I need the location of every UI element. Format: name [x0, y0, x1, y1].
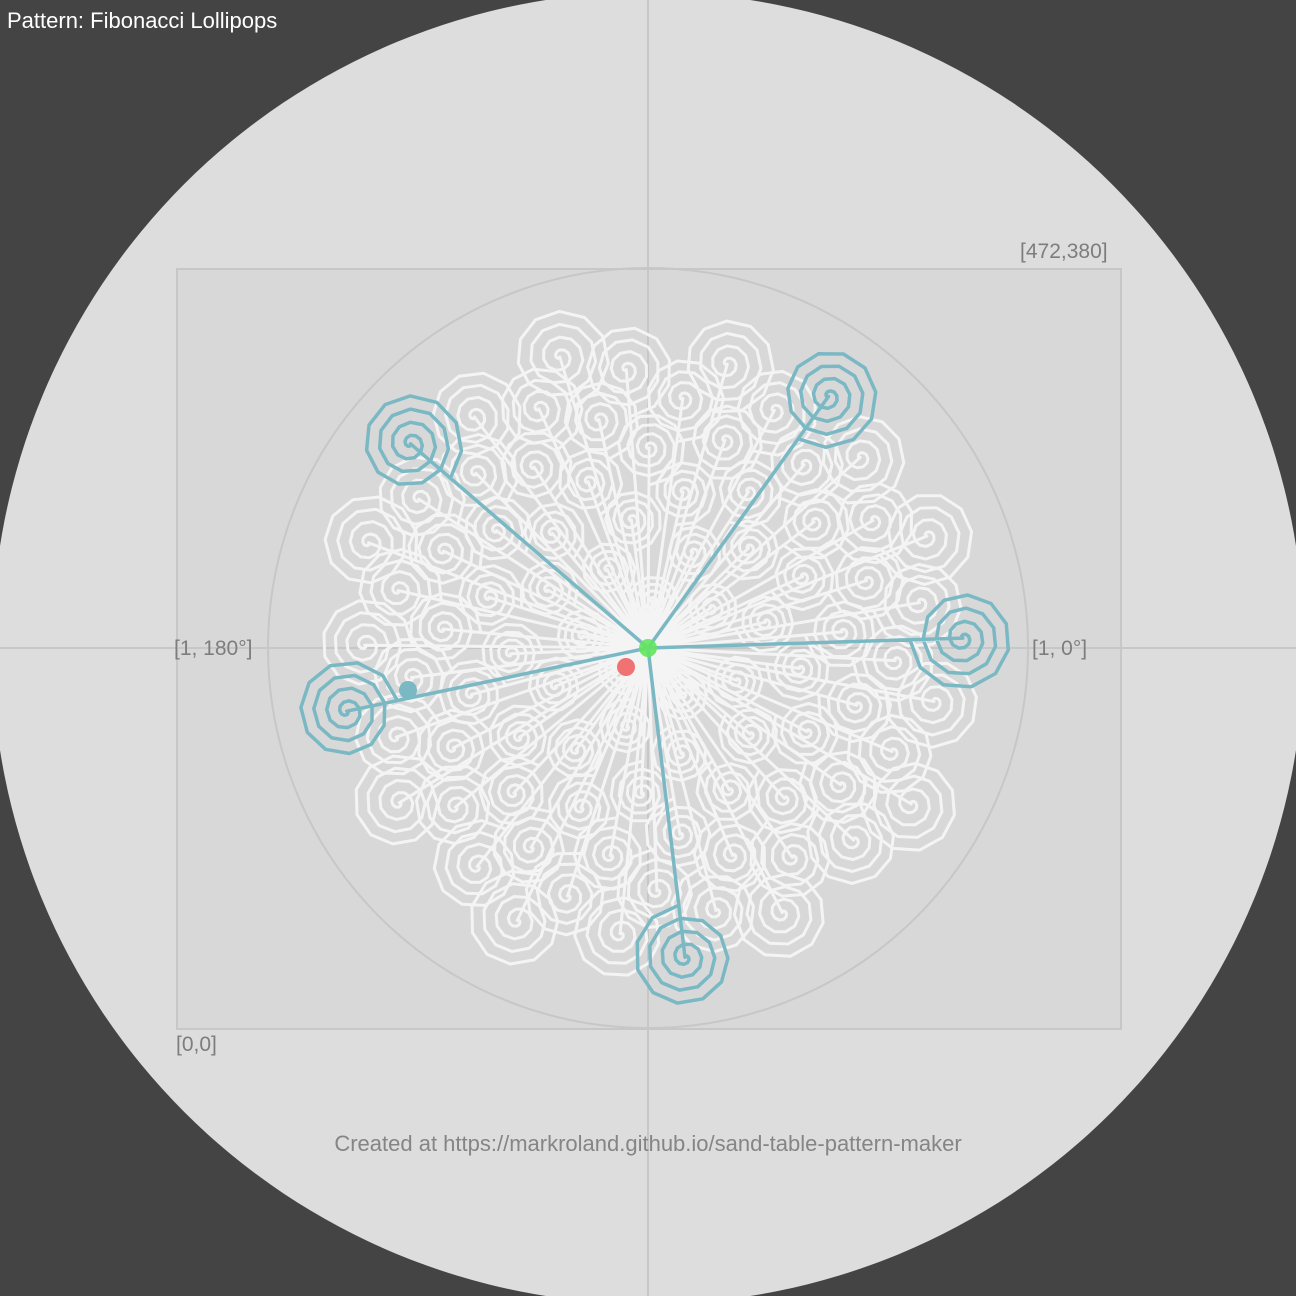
end-marker: [617, 658, 635, 676]
lollipop-trace: [647, 646, 778, 765]
lollipop-trace: [520, 561, 649, 650]
lollipop-trace: [527, 646, 649, 712]
start-marker: [639, 639, 657, 657]
lollipop-trace: [646, 647, 759, 821]
highlighted-lollipop: [364, 394, 650, 650]
highlighted-lollipop: [646, 352, 878, 650]
lollipop-trace: [488, 646, 649, 767]
lollipop-trace: [598, 647, 651, 754]
lollipop-trace: [646, 319, 775, 649]
highlighted-lollipop: [299, 646, 649, 756]
lollipop-trace: [323, 495, 649, 650]
corner-label-top-right: [472,380]: [1020, 240, 1108, 263]
lollipop-trace: [647, 482, 913, 650]
lollipop-trace: [647, 547, 835, 650]
polar-label-right: [1, 0°]: [1032, 637, 1088, 660]
lollipop-trace: [646, 461, 716, 649]
lollipop-trace: [604, 490, 662, 649]
lollipop-trace: [501, 367, 650, 649]
lollipop-trace: [646, 646, 895, 885]
lollipop-trace: [573, 647, 661, 977]
lollipop-trace: [646, 647, 831, 898]
unit-circle: [267, 267, 1029, 1029]
corner-label-bottom-left: [0,0]: [176, 1033, 217, 1056]
lollipop-trace: [431, 371, 650, 649]
lollipop-trace: [647, 646, 978, 749]
lollipop-trace: [586, 326, 671, 649]
lollipop-trace: [646, 519, 780, 650]
lollipop-trace: [647, 646, 956, 852]
lollipop-trace: [647, 640, 830, 701]
path-end-dot: [399, 681, 417, 699]
polar-label-left: [1, 180°]: [174, 637, 253, 660]
highlighted-lollipop: [635, 647, 730, 1005]
lollipop-trace: [415, 646, 649, 846]
credit-footer: Created at https://markroland.github.io/…: [334, 1131, 962, 1156]
lollipop-trace: [457, 564, 649, 650]
lollipop-trace: [647, 646, 764, 709]
path-highlight: [299, 352, 1011, 1005]
lollipop-trace: [378, 455, 649, 650]
lollipop-trace: [470, 647, 650, 966]
lollipop-trace: [358, 547, 649, 650]
highlighted-lollipop: [647, 593, 1011, 689]
lollipop-trace: [646, 525, 721, 649]
lollipop-trace: [646, 647, 755, 954]
lollipop-trace: [647, 494, 974, 650]
lollipop-trace: [582, 542, 650, 649]
lollipop-trace: [524, 647, 650, 937]
lollipop-trace: [647, 562, 963, 650]
lollipop-trace: [432, 647, 650, 907]
lollipop-trace: [609, 647, 669, 823]
lollipop-trace: [516, 309, 650, 649]
lollipop-trace: [647, 646, 933, 794]
lollipop-trace: [646, 359, 725, 649]
lollipop-trace: [646, 415, 906, 650]
lollipop-trace: [481, 622, 649, 682]
page-title: Pattern: Fibonacci Lollipops: [7, 8, 278, 33]
lollipop-trace: [322, 599, 649, 686]
lollipop-trace: [523, 502, 650, 649]
lollipop-trace: [646, 647, 825, 958]
lollipop-trace: [646, 369, 817, 649]
lollipop-trace: [646, 647, 707, 782]
lollipop-trace: [354, 646, 649, 846]
lollipop-trace: [354, 646, 649, 776]
